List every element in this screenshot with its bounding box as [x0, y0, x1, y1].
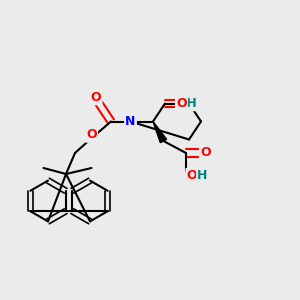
Text: O: O [187, 169, 197, 182]
Text: H: H [197, 169, 208, 182]
Text: O: O [176, 97, 187, 110]
Text: NH: NH [177, 97, 198, 110]
Text: O: O [200, 146, 211, 160]
Text: O: O [86, 128, 97, 142]
Text: N: N [125, 115, 136, 128]
Polygon shape [153, 122, 167, 143]
Text: O: O [91, 91, 101, 104]
